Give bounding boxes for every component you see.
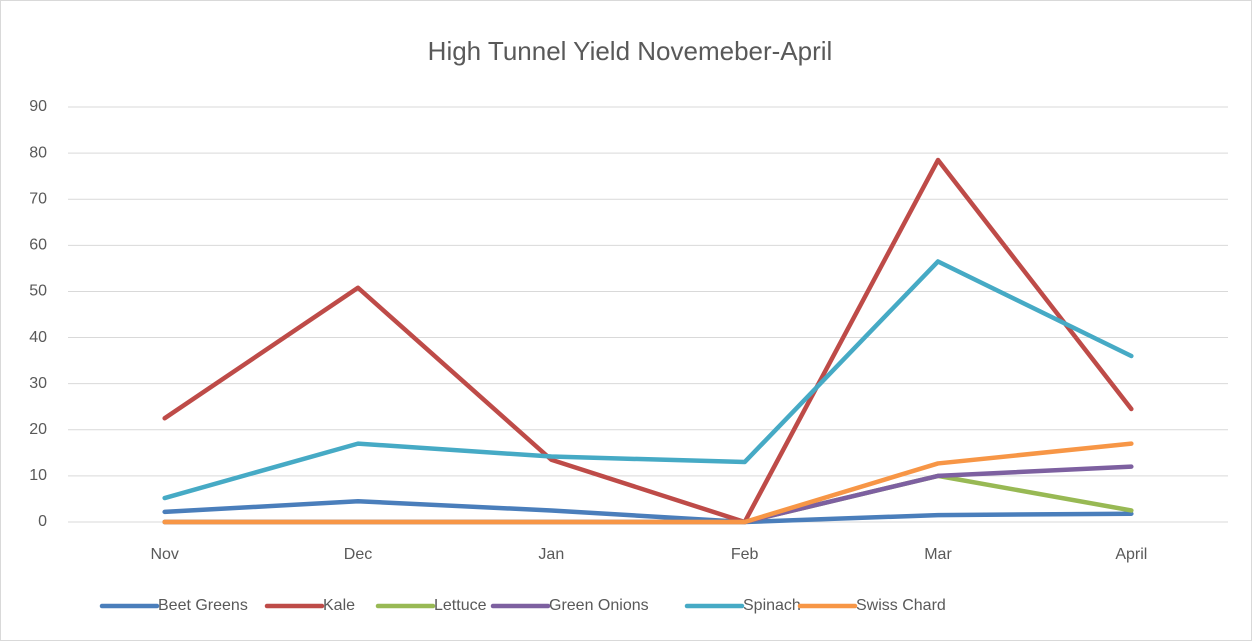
- x-tick-label: Nov: [150, 546, 178, 563]
- y-tick-label: 30: [29, 375, 47, 392]
- y-tick-label: 70: [29, 190, 47, 207]
- x-tick-label: Feb: [731, 546, 759, 563]
- legend-label: Kale: [323, 597, 355, 614]
- legend-label: Lettuce: [434, 597, 487, 614]
- series-line: [162, 441, 1134, 525]
- x-tick-label: April: [1115, 546, 1147, 563]
- legend-label: Spinach: [743, 597, 801, 614]
- y-tick-label: 90: [29, 98, 47, 115]
- x-tick-label: Mar: [924, 546, 952, 563]
- legend-label: Green Onions: [549, 597, 649, 614]
- x-tick-label: Jan: [538, 546, 564, 563]
- y-tick-label: 50: [29, 283, 47, 300]
- legend-label: Beet Greens: [158, 597, 248, 614]
- y-tick-label: 80: [29, 144, 47, 161]
- y-tick-label: 10: [29, 467, 47, 484]
- x-tick-label: Dec: [344, 546, 372, 563]
- y-tick-label: 40: [29, 329, 47, 346]
- legend-label: Swiss Chard: [856, 597, 946, 614]
- y-tick-label: 60: [29, 237, 47, 254]
- series-line: [162, 157, 1134, 525]
- y-tick-label: 0: [38, 513, 47, 530]
- chart-title: High Tunnel Yield Novemeber-April: [428, 36, 833, 66]
- series-line: [162, 259, 1134, 501]
- y-tick-label: 20: [29, 421, 47, 438]
- series-line: [162, 499, 1134, 525]
